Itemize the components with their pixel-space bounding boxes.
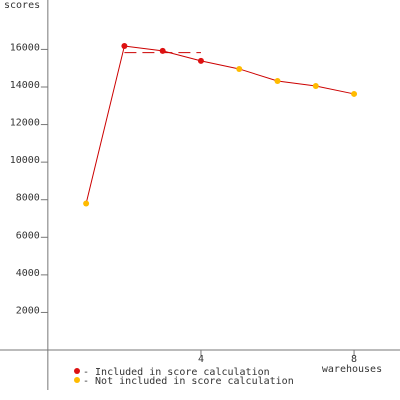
y-tick-label: 14000 [10,80,40,91]
data-point [274,77,281,84]
x-tick-label: 8 [351,354,357,365]
y-tick-label: 12000 [10,118,40,129]
y-tick-label: 4000 [16,268,40,279]
data-point [351,90,358,97]
x-tick-label: 4 [198,354,204,365]
data-point [159,47,166,54]
y-tick-label: 8000 [16,193,40,204]
legend-label: - Included in score calculation [83,367,270,378]
data-point [312,83,319,90]
data-point [197,57,204,64]
legend-marker [74,368,80,374]
data-point [236,65,243,72]
y-tick-label: 6000 [16,230,40,241]
legend-marker [74,377,80,383]
y-tick-label: 10000 [10,155,40,166]
y-tick-label: 2000 [16,305,40,316]
y-axis-title: scores [4,0,40,11]
data-point [121,43,128,50]
data-point [83,200,90,207]
x-axis-title: warehouses [322,364,382,375]
legend-label: - Not included in score calculation [83,376,294,387]
series-line [85,45,355,204]
y-tick-label: 16000 [10,42,40,53]
